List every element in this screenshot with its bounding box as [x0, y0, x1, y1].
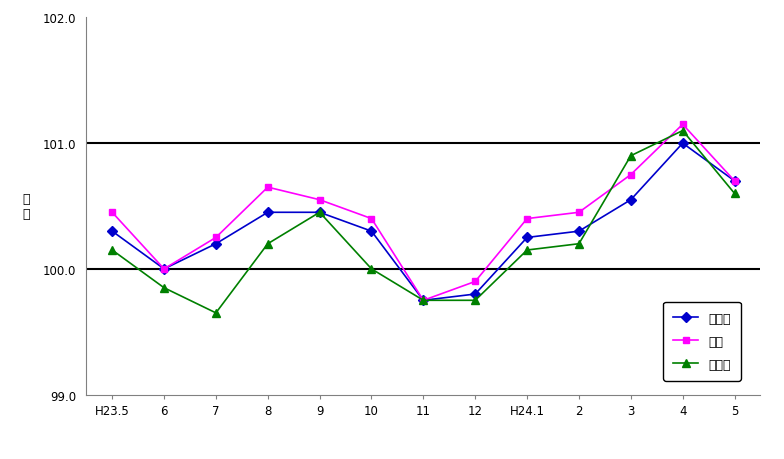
津市: [678, 122, 688, 128]
Line: 松阪市: 松阪市: [108, 127, 739, 317]
津市: [730, 179, 739, 184]
三重県: [159, 267, 169, 272]
三重県: [730, 179, 739, 184]
津市: [159, 267, 169, 272]
三重県: [470, 291, 480, 297]
津市: [626, 173, 636, 178]
三重県: [211, 241, 220, 247]
松阪市: [574, 241, 583, 247]
三重県: [263, 210, 273, 216]
三重県: [574, 229, 583, 235]
三重県: [678, 141, 688, 146]
松阪市: [263, 241, 273, 247]
津市: [470, 279, 480, 285]
Legend: 三重県, 津市, 松阪市: 三重県, 津市, 松阪市: [663, 302, 741, 381]
松阪市: [211, 310, 220, 316]
三重県: [315, 210, 325, 216]
津市: [367, 216, 376, 222]
三重県: [626, 197, 636, 203]
松阪市: [626, 154, 636, 159]
Line: 三重県: 三重県: [109, 140, 738, 304]
松阪市: [419, 298, 428, 303]
松阪市: [367, 267, 376, 272]
松阪市: [730, 191, 739, 197]
松阪市: [522, 248, 532, 253]
津市: [107, 210, 117, 216]
三重県: [367, 229, 376, 235]
津市: [211, 235, 220, 241]
津市: [419, 298, 428, 303]
津市: [574, 210, 583, 216]
Line: 津市: 津市: [109, 122, 738, 304]
松阪市: [678, 129, 688, 134]
松阪市: [315, 210, 325, 216]
三重県: [107, 229, 117, 235]
津市: [263, 185, 273, 190]
Y-axis label: 指
数: 指 数: [23, 193, 30, 220]
松阪市: [159, 285, 169, 291]
松阪市: [107, 248, 117, 253]
松阪市: [470, 298, 480, 303]
津市: [522, 216, 532, 222]
三重県: [419, 298, 428, 303]
津市: [315, 197, 325, 203]
三重県: [522, 235, 532, 241]
